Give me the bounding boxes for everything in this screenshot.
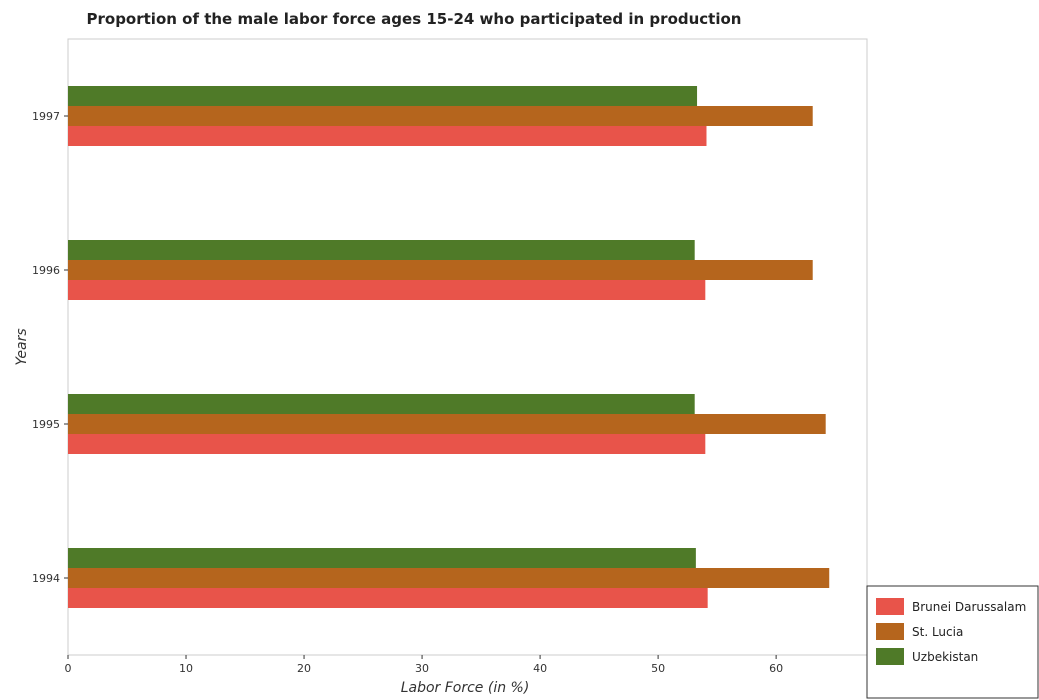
legend-swatch [876, 598, 904, 615]
x-tick-label: 60 [769, 662, 783, 675]
x-tick-label: 10 [179, 662, 193, 675]
bar-st-lucia-1997 [68, 106, 813, 126]
x-tick-label: 50 [651, 662, 665, 675]
y-axis-label: Years [14, 328, 30, 365]
x-tick-label: 20 [297, 662, 311, 675]
x-tick-label: 40 [533, 662, 547, 675]
bar-brunei-darussalam-1995 [68, 434, 706, 454]
plot-frame [67, 38, 868, 656]
legend-label: Uzbekistan [912, 650, 978, 664]
legend-swatch [876, 623, 904, 640]
legend-label: Brunei Darussalam [912, 600, 1026, 614]
legend-label: St. Lucia [912, 625, 963, 639]
y-ticks: 1994 1995 1996 1997 [32, 110, 68, 585]
bars-group [68, 86, 830, 608]
y-tick-label: 1996 [32, 264, 60, 277]
bar-uzbekistan-1995 [68, 394, 695, 414]
bar-brunei-darussalam-1996 [68, 280, 706, 300]
bar-st-lucia-1995 [68, 414, 826, 434]
y-tick-label: 1995 [32, 418, 60, 431]
legend-swatch [876, 648, 904, 665]
bar-brunei-darussalam-1997 [68, 126, 707, 146]
x-axis-label: Labor Force (in %) [401, 680, 530, 696]
bar-uzbekistan-1997 [68, 86, 698, 106]
legend: Brunei Darussalam St. Lucia Uzbekistan [866, 585, 1039, 699]
chart-title: Proportion of the male labor force ages … [87, 10, 742, 28]
x-ticks: 0 10 20 30 40 50 60 [65, 655, 783, 675]
bar-st-lucia-1994 [68, 568, 830, 588]
y-tick-label: 1997 [32, 110, 60, 123]
bar-brunei-darussalam-1994 [68, 588, 708, 608]
bar-uzbekistan-1996 [68, 240, 695, 260]
y-tick-label: 1994 [32, 572, 60, 585]
bar-st-lucia-1996 [68, 260, 813, 280]
x-tick-label: 0 [65, 662, 72, 675]
bar-uzbekistan-1994 [68, 548, 696, 568]
x-tick-label: 30 [415, 662, 429, 675]
